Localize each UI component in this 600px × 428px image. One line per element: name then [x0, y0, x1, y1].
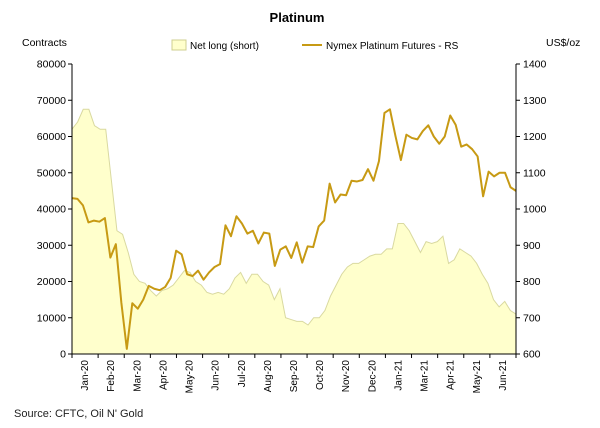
x-tick-label: Aug-20 [263, 360, 274, 393]
x-tick-label: Mar-21 [420, 360, 431, 392]
net-long-area-layer [71, 108, 517, 355]
x-tick-label: Jan-20 [80, 360, 91, 391]
right-axis-ticks: 600 700 800 900 1000 1100 1200 1300 1400 [516, 59, 547, 361]
right-axis-label: US$/oz [546, 37, 580, 49]
futures-line [71, 108, 517, 350]
left-tick-label: 10000 [37, 312, 66, 324]
x-tick-label: Mar-20 [132, 360, 143, 392]
legend-swatch-net-long [171, 39, 187, 51]
x-tick-label: Jun-21 [498, 360, 509, 391]
x-tick-label: May-21 [472, 360, 483, 394]
right-tick-label: 1400 [523, 59, 547, 71]
x-tick-label: Apr-21 [446, 360, 457, 390]
left-tick-label: 70000 [37, 95, 66, 107]
legend: Net long (short) Nymex Platinum Futures … [171, 39, 459, 52]
right-tick-label: 1100 [523, 167, 546, 179]
x-tick-label: Dec-20 [367, 360, 378, 393]
right-tick-label: 800 [523, 276, 541, 288]
x-axis-ticks: Jan-20 Feb-20 Mar-20 Apr-20 May-20 Jun-20 Jul-… [71, 354, 517, 394]
left-tick-label: 30000 [37, 240, 66, 252]
legend-label-futures: Nymex Platinum Futures - RS [326, 41, 459, 52]
right-tick-label: 700 [523, 312, 541, 324]
right-tick-label: 900 [523, 240, 541, 252]
net-long-area [71, 108, 517, 355]
x-tick-label: Sep-20 [289, 360, 300, 393]
right-tick-label: 1200 [523, 131, 547, 143]
x-tick-label: May-20 [185, 360, 196, 394]
x-tick-label: Jan-21 [393, 360, 404, 391]
x-tick-label: Feb-20 [106, 360, 117, 392]
x-tick-label: Oct-20 [315, 360, 326, 390]
left-tick-label: 20000 [37, 276, 66, 288]
legend-label-net-long: Net long (short) [190, 41, 259, 52]
chart-title: Platinum [270, 10, 325, 25]
left-axis-label: Contracts [22, 37, 67, 49]
source-note: Source: CFTC, Oil N' Gold [14, 408, 144, 420]
futures-line-layer [71, 108, 517, 350]
left-tick-label: 40000 [37, 204, 66, 216]
left-tick-label: 60000 [37, 131, 66, 143]
right-tick-label: 1300 [523, 95, 547, 107]
x-tick-label: Jul-20 [237, 360, 248, 388]
left-tick-label: 80000 [37, 59, 66, 71]
x-tick-label: Apr-20 [158, 360, 169, 390]
left-tick-label: 50000 [37, 167, 66, 179]
x-tick-label: Jun-20 [211, 360, 222, 391]
right-tick-label: 1000 [523, 204, 547, 216]
left-axis-ticks: 0 10000 20000 30000 40000 50000 60000 70000 8000… [37, 59, 72, 361]
left-tick-label: 0 [60, 349, 66, 361]
x-tick-label: Nov-20 [341, 360, 352, 393]
right-tick-label: 600 [523, 349, 541, 361]
